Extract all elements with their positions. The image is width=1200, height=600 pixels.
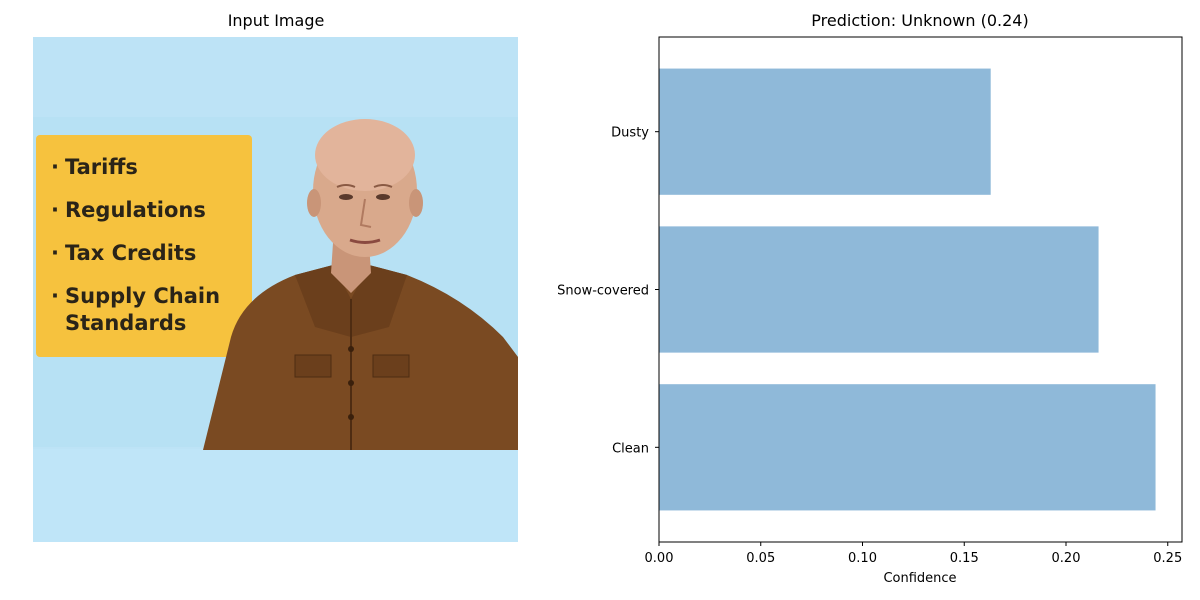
input-image: · Tariffs · Regulations · Tax Credits · … <box>33 37 518 542</box>
x-tick-label: 0.15 <box>950 551 979 566</box>
y-tick-label: Dusty <box>611 126 649 141</box>
slide-card <box>36 135 252 357</box>
bullet-3: Tax Credits <box>65 241 196 265</box>
y-tick-label: Clean <box>612 441 649 456</box>
bar-snow-covered <box>659 226 1099 353</box>
bullet-2: Regulations <box>65 198 206 222</box>
x-tick-label: 0.20 <box>1052 551 1081 566</box>
x-tick-label: 0.25 <box>1153 551 1182 566</box>
svg-text:·: · <box>51 155 59 179</box>
svg-text:·: · <box>51 241 59 265</box>
bullet-1: Tariffs <box>65 155 138 179</box>
person-figure <box>203 119 518 450</box>
y-tick-label: Snow-covered <box>557 284 649 299</box>
x-tick-label: 0.05 <box>746 551 775 566</box>
svg-text:·: · <box>51 284 59 308</box>
svg-text:·: · <box>51 198 59 222</box>
input-image-title: Input Image <box>227 11 325 30</box>
x-axis-label: Confidence <box>883 571 956 586</box>
bar-clean <box>659 384 1156 511</box>
bullet-4: Supply Chain <box>65 284 220 308</box>
chart-title: Prediction: Unknown (0.24) <box>811 11 1029 30</box>
x-tick-label: 0.10 <box>848 551 877 566</box>
x-tick-label: 0.00 <box>645 551 674 566</box>
bar-dusty <box>659 68 991 195</box>
bullet-4-cont: Standards <box>65 311 186 335</box>
